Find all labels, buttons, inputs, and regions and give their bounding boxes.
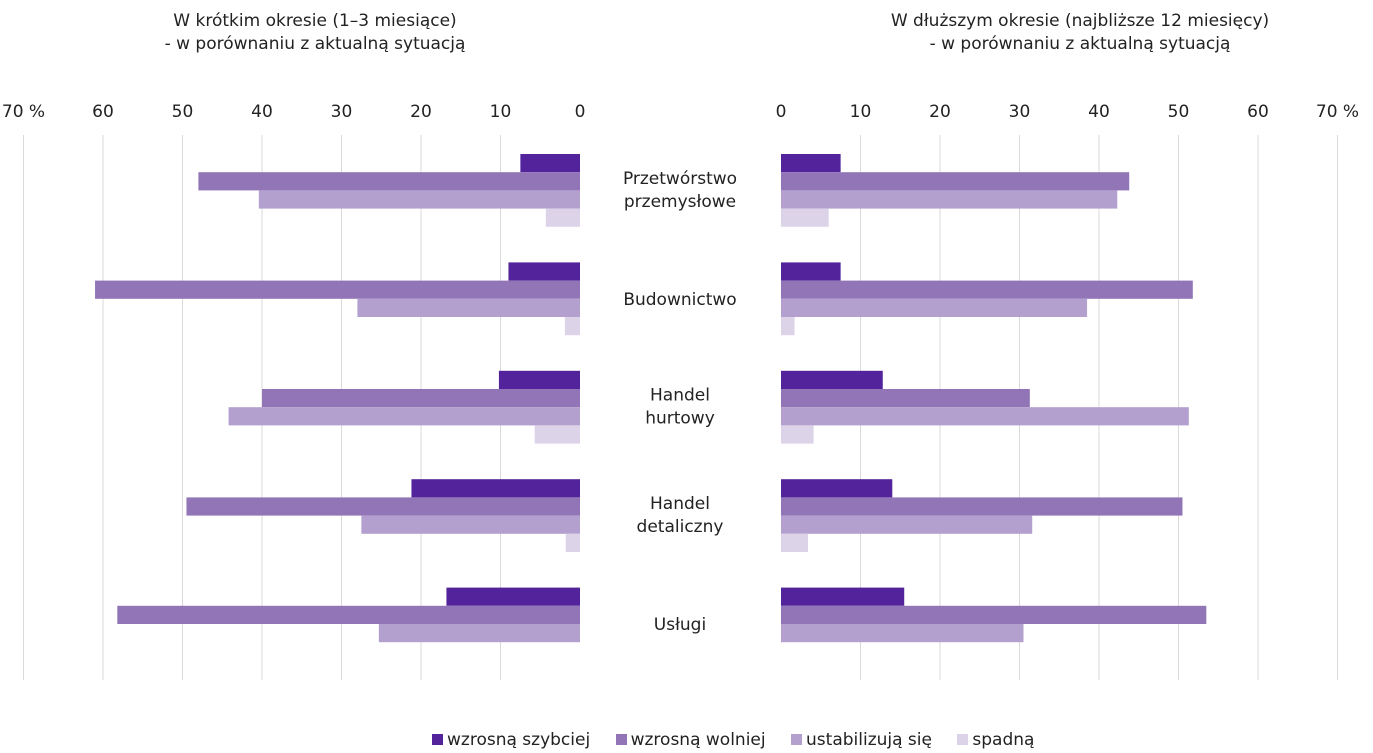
left-tick-labels: 70 % 60 50 40 30 20 10 0 xyxy=(2,102,586,122)
bar-left xyxy=(498,370,580,389)
bar-left xyxy=(95,280,581,299)
right-tick-label: 60 xyxy=(1247,102,1269,122)
bar-left xyxy=(186,497,580,516)
bar-right xyxy=(781,605,1207,624)
category-label: Budownictwo xyxy=(623,290,736,310)
category-label: Handel xyxy=(650,386,710,406)
bar-left xyxy=(258,190,580,209)
left-title-line-2: - w porównaniu z aktualną sytuacją xyxy=(164,34,466,54)
legend-item-slower: wzrosną wolniej xyxy=(615,730,766,750)
legend-item-faster: wzrosną szybciej xyxy=(432,730,590,750)
bar-left xyxy=(565,533,580,552)
bar-right xyxy=(781,370,883,389)
left-title-line-1: W krótkim okresie (1–3 miesiące) xyxy=(173,11,457,31)
legend-label-slower: wzrosną wolniej xyxy=(630,730,766,750)
bar-left xyxy=(545,208,580,227)
right-tick-labels: 0 10 20 30 40 50 60 70 % xyxy=(776,102,1360,122)
right-tick-label: 70 % xyxy=(1316,102,1359,122)
right-tick-label: 30 xyxy=(1009,102,1031,122)
bar-left xyxy=(228,407,581,426)
legend-item-decrease: spadną xyxy=(957,730,1034,750)
right-title-line-2: - w porównaniu z aktualną sytuacją xyxy=(929,34,1231,54)
bar-left xyxy=(564,317,580,336)
right-bars xyxy=(781,154,1207,643)
legend-label-faster: wzrosną szybciej xyxy=(447,730,591,750)
category-label: detaliczny xyxy=(637,517,724,537)
category-label: Przetwórstwo xyxy=(623,169,737,189)
left-tick-label: 60 xyxy=(92,102,114,122)
category-label: Usługi xyxy=(654,615,706,635)
bar-right xyxy=(781,280,1193,299)
bar-right xyxy=(781,587,905,606)
right-title-line-1: W dłuższym okresie (najbliższe 12 miesię… xyxy=(890,11,1270,31)
right-tick-label: 40 xyxy=(1088,102,1110,122)
left-bars xyxy=(95,154,581,643)
right-tick-label: 0 xyxy=(776,102,787,122)
legend-swatch-faster xyxy=(432,734,443,745)
left-tick-label: 40 xyxy=(251,102,273,122)
bar-left xyxy=(117,605,580,624)
bar-right xyxy=(781,298,1088,317)
legend-swatch-decrease xyxy=(957,734,969,745)
left-tick-label: 20 xyxy=(410,102,432,122)
bar-right xyxy=(781,407,1189,426)
category-label: przemysłowe xyxy=(624,192,736,212)
legend-item-stabilize: ustabilizują się xyxy=(791,730,932,750)
bar-left xyxy=(520,154,580,173)
legend-swatch-stabilize xyxy=(791,734,803,745)
left-tick-label: 70 % xyxy=(2,102,45,122)
category-label: Handel xyxy=(650,494,710,514)
bar-left xyxy=(357,298,580,317)
bar-left xyxy=(411,479,580,498)
left-tick-label: 30 xyxy=(331,102,353,122)
bar-right xyxy=(781,154,841,173)
bar-left xyxy=(198,172,580,191)
right-tick-label: 20 xyxy=(929,102,951,122)
left-tick-label: 0 xyxy=(575,102,586,122)
bar-right xyxy=(781,479,893,498)
bar-left xyxy=(378,624,580,643)
right-tick-label: 10 xyxy=(850,102,872,122)
legend: wzrosną szybciej wzrosną wolniej ustabil… xyxy=(432,730,1054,750)
left-tick-label: 10 xyxy=(490,102,512,122)
category-label: hurtowy xyxy=(645,409,715,429)
bar-left xyxy=(508,262,580,281)
bar-left xyxy=(446,587,580,606)
left-panel-title: W krótkim okresie (1–3 miesiące) - w por… xyxy=(80,10,550,56)
bar-right xyxy=(781,515,1033,534)
bar-right xyxy=(781,172,1130,191)
bar-right xyxy=(781,624,1024,643)
left-tick-label: 50 xyxy=(172,102,194,122)
bar-right xyxy=(781,262,841,281)
bar-right xyxy=(781,425,814,444)
bar-left xyxy=(361,515,580,534)
bar-right xyxy=(781,533,809,552)
category-labels: Przetwórstwo przemysłowe Budownictwo Handel… xyxy=(623,169,737,635)
right-panel-title: W dłuższym okresie (najbliższe 12 miesię… xyxy=(800,10,1360,56)
bar-left xyxy=(534,425,580,444)
bar-right xyxy=(781,317,795,336)
bar-right xyxy=(781,190,1118,209)
legend-label-stabilize: ustabilizują się xyxy=(806,730,932,750)
bar-right xyxy=(781,208,829,227)
legend-swatch-slower xyxy=(615,734,627,745)
right-tick-label: 50 xyxy=(1168,102,1190,122)
bar-right xyxy=(781,497,1183,516)
bar-left xyxy=(262,389,580,408)
legend-label-decrease: spadną xyxy=(972,730,1035,750)
bar-right xyxy=(781,389,1030,408)
